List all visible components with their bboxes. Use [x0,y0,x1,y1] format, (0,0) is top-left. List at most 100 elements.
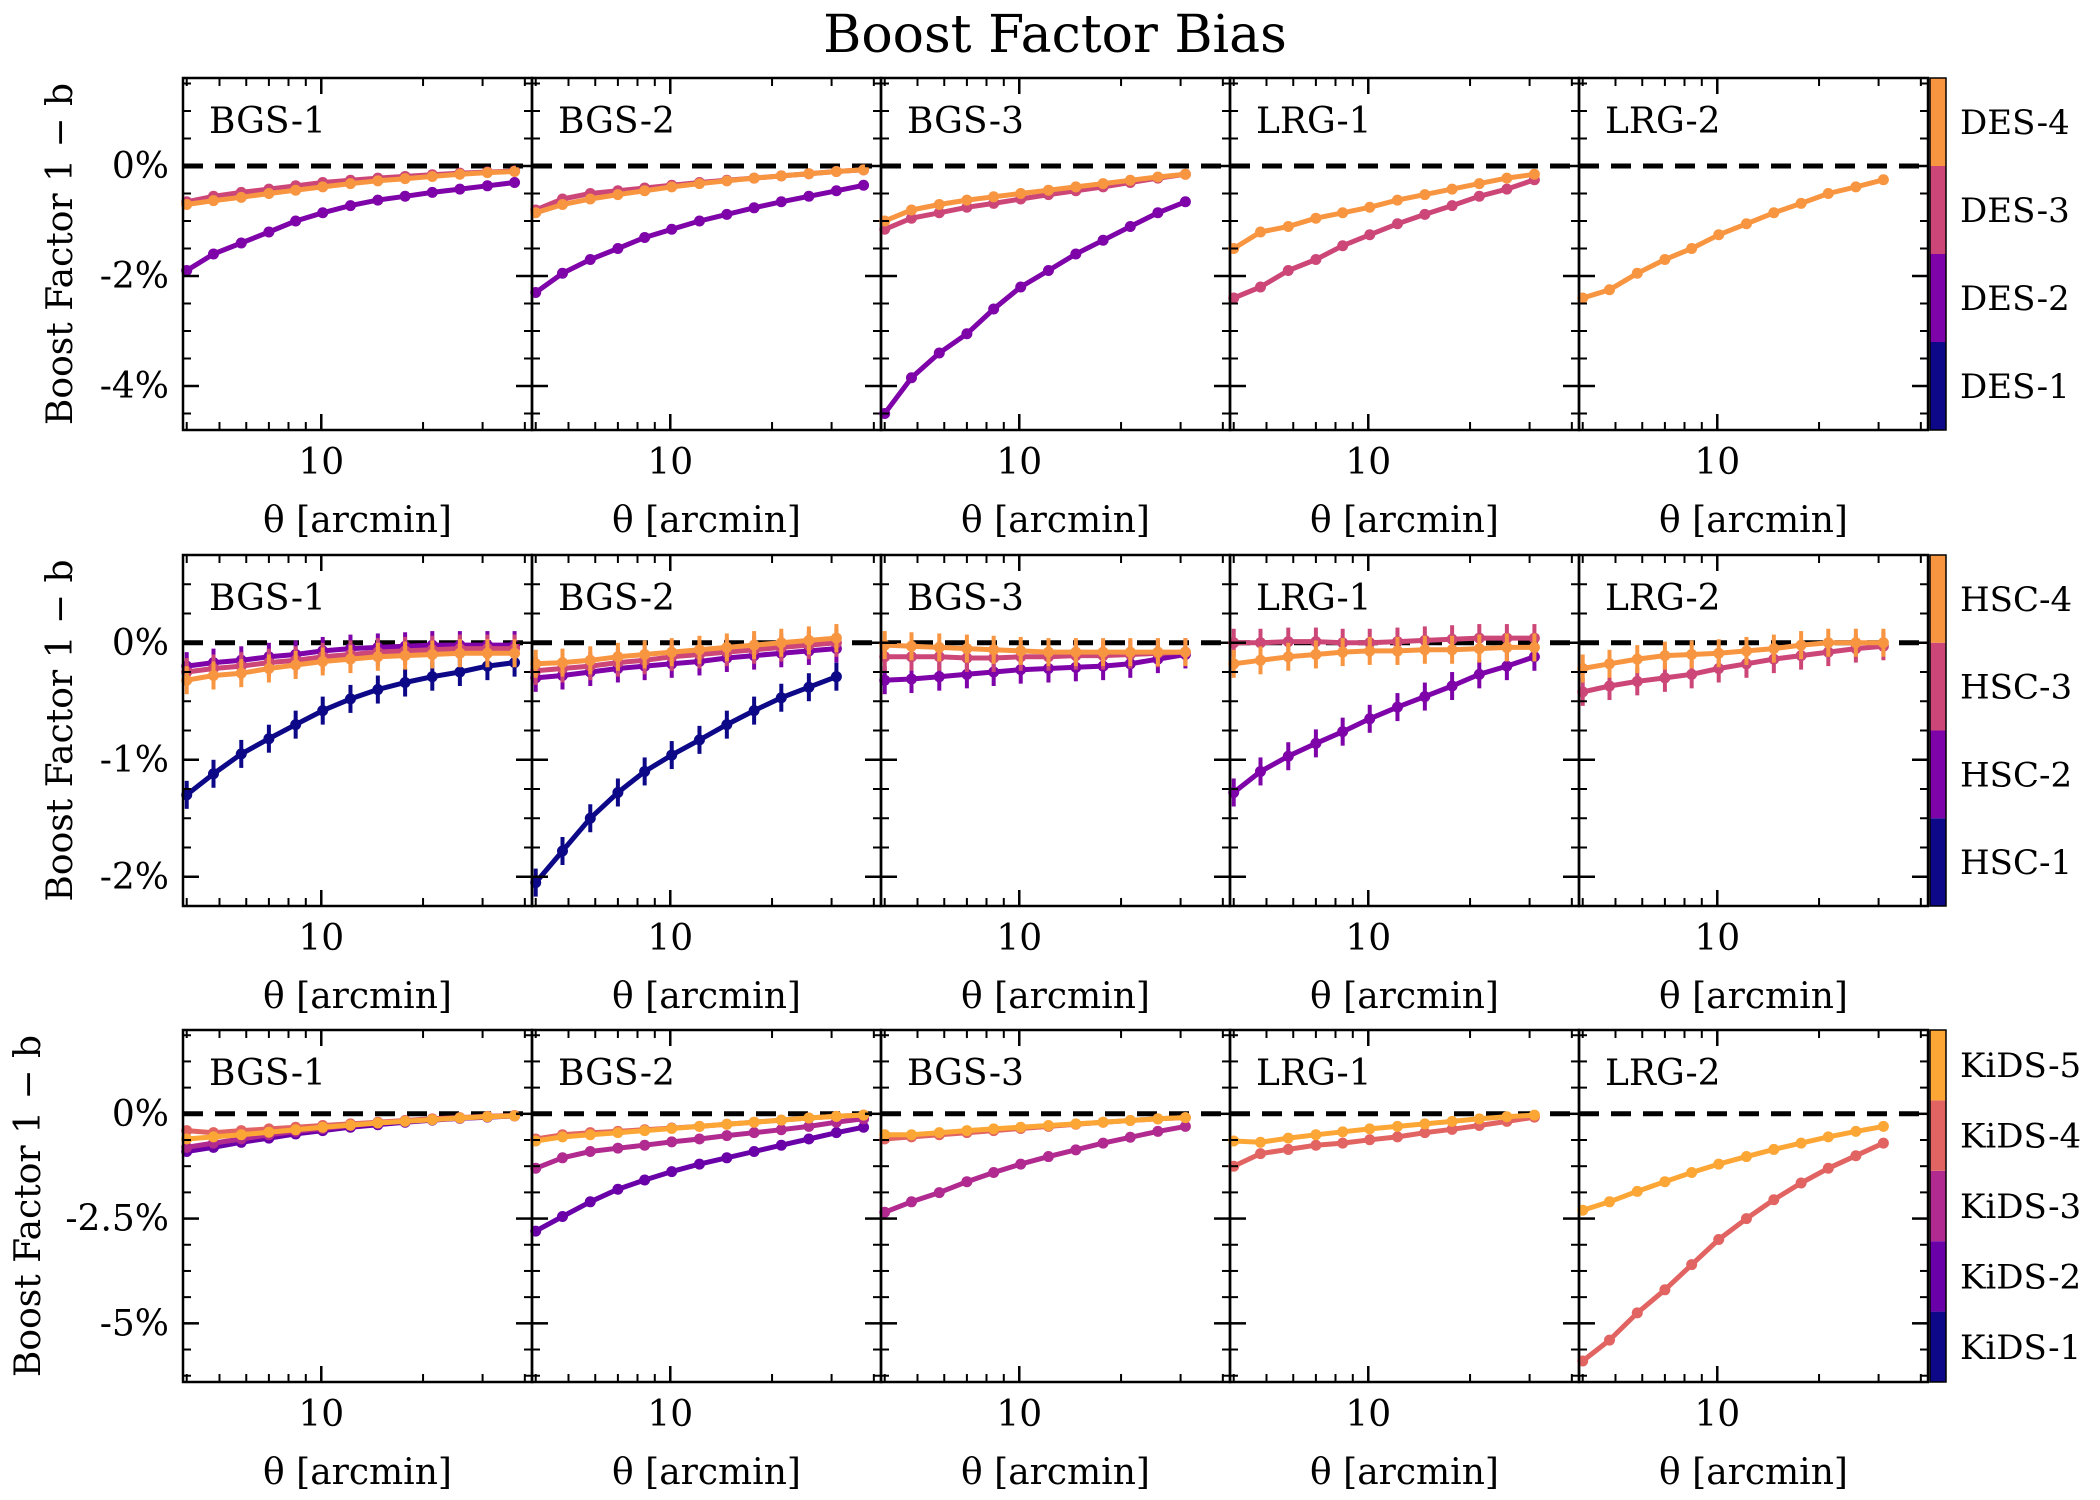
data-point [1310,737,1322,749]
data-point [1822,1162,1834,1174]
data-point [556,1131,568,1143]
data-point [509,177,521,188]
colorbar-segment [1930,1311,1946,1382]
data-point [263,662,275,674]
panel-hsc-bgs-1: BGS-1 10 θ [arcmin] 0% -1% -2% [100,553,534,1017]
data-point [666,181,678,193]
data-point [1877,637,1889,649]
data-point [748,639,760,651]
data-point [1603,284,1615,296]
data-point [1603,1196,1615,1208]
data-point [748,1127,760,1139]
data-point [344,1119,356,1131]
colorbar-segment [1930,1241,1946,1312]
series-des-4 [181,166,521,210]
x-tick-label: 10 [1345,1394,1391,1435]
data-point [1768,207,1780,219]
panel-frame [1577,76,1930,432]
data-point [1179,168,1191,180]
data-point [1282,265,1294,276]
data-point [803,168,815,180]
data-point [693,1158,705,1170]
data-point [933,641,945,653]
data-point [775,1124,787,1136]
data-point [290,1124,302,1136]
data-point [509,647,521,659]
data-point [584,654,596,666]
data-point [235,748,247,760]
data-point [1364,645,1376,657]
data-point [693,1133,705,1145]
x-axis-label: θ [arcmin] [1310,1452,1499,1493]
data-point [481,1111,493,1123]
row-kids: BGS-1 10 θ [arcmin] 0% -2.5% -5% BGS-2 10 θ [arc… [8,1028,2081,1493]
data-point [1603,1334,1615,1346]
data-point [1042,646,1054,658]
data-point [1501,660,1513,672]
data-point [961,1125,973,1137]
data-point [775,692,787,704]
data-point [1528,1109,1540,1121]
panel-kids-bgs-1: BGS-1 10 θ [arcmin] 0% -2.5% -5% [65,1028,534,1493]
data-point [693,1120,705,1132]
data-point [1686,243,1698,254]
data-point [1254,281,1266,293]
data-point [1282,1132,1294,1144]
colorbar-segment [1930,166,1946,254]
data-point [1254,654,1266,666]
panel-hsc-lrg-1: LRG-1 10 θ [arcmin] [1228,553,1581,1017]
data-point [584,1129,596,1141]
x-axis-label: θ [arcmin] [1659,500,1848,541]
data-point [1419,1127,1431,1139]
x-axis-label: θ [arcmin] [1310,976,1499,1017]
data-point [584,254,596,265]
data-point [1795,1177,1807,1189]
panel-des-bgs-1: BGS-1 10 θ [arcmin] 0% -2% -4% [100,76,534,541]
data-point [399,677,411,689]
panel-label: BGS-2 [558,101,675,142]
data-point [858,1121,870,1133]
panel-label: BGS-1 [209,1053,326,1094]
x-tick-label: 10 [996,442,1042,483]
data-point [1152,1113,1164,1125]
data-point [1124,174,1136,186]
data-point [1713,1158,1725,1170]
series-hsc-4 [1228,633,1540,678]
data-point [556,199,568,210]
data-point [263,1126,275,1138]
data-point [584,1196,596,1208]
colorbar-segment [1930,730,1946,819]
panel-kids-lrg-2: LRG-2 10 θ [arcmin] [1577,1028,1930,1493]
data-point [775,1114,787,1126]
colorbar-label: HSC-2 [1960,755,2072,795]
data-point [1364,229,1376,241]
data-point [1713,1234,1725,1246]
data-point [1124,1115,1136,1127]
x-tick-label: 10 [1345,442,1391,483]
data-point [1310,648,1322,660]
data-point [207,670,219,682]
data-point [1446,183,1458,195]
data-point [803,634,815,646]
x-tick-label: 10 [647,442,693,483]
data-point [1446,644,1458,656]
data-point [748,1116,760,1128]
data-point [639,1125,651,1137]
x-tick-label: 10 [647,1394,693,1435]
x-tick-label: 10 [1694,442,1740,483]
data-point [317,705,329,717]
data-point [1877,174,1889,186]
data-point [1391,194,1403,206]
data-point [612,787,624,799]
data-point [1419,691,1431,703]
data-point [426,170,438,182]
data-point [639,1139,651,1151]
data-point [830,671,842,683]
data-point [905,673,917,685]
data-point [1659,254,1671,265]
x-tick-label: 10 [298,1394,344,1435]
data-point [961,328,973,340]
data-point [1686,668,1698,680]
y-axis-label: Boost Factor 1 − b [8,1035,49,1377]
series-hsc-4 [181,639,521,695]
